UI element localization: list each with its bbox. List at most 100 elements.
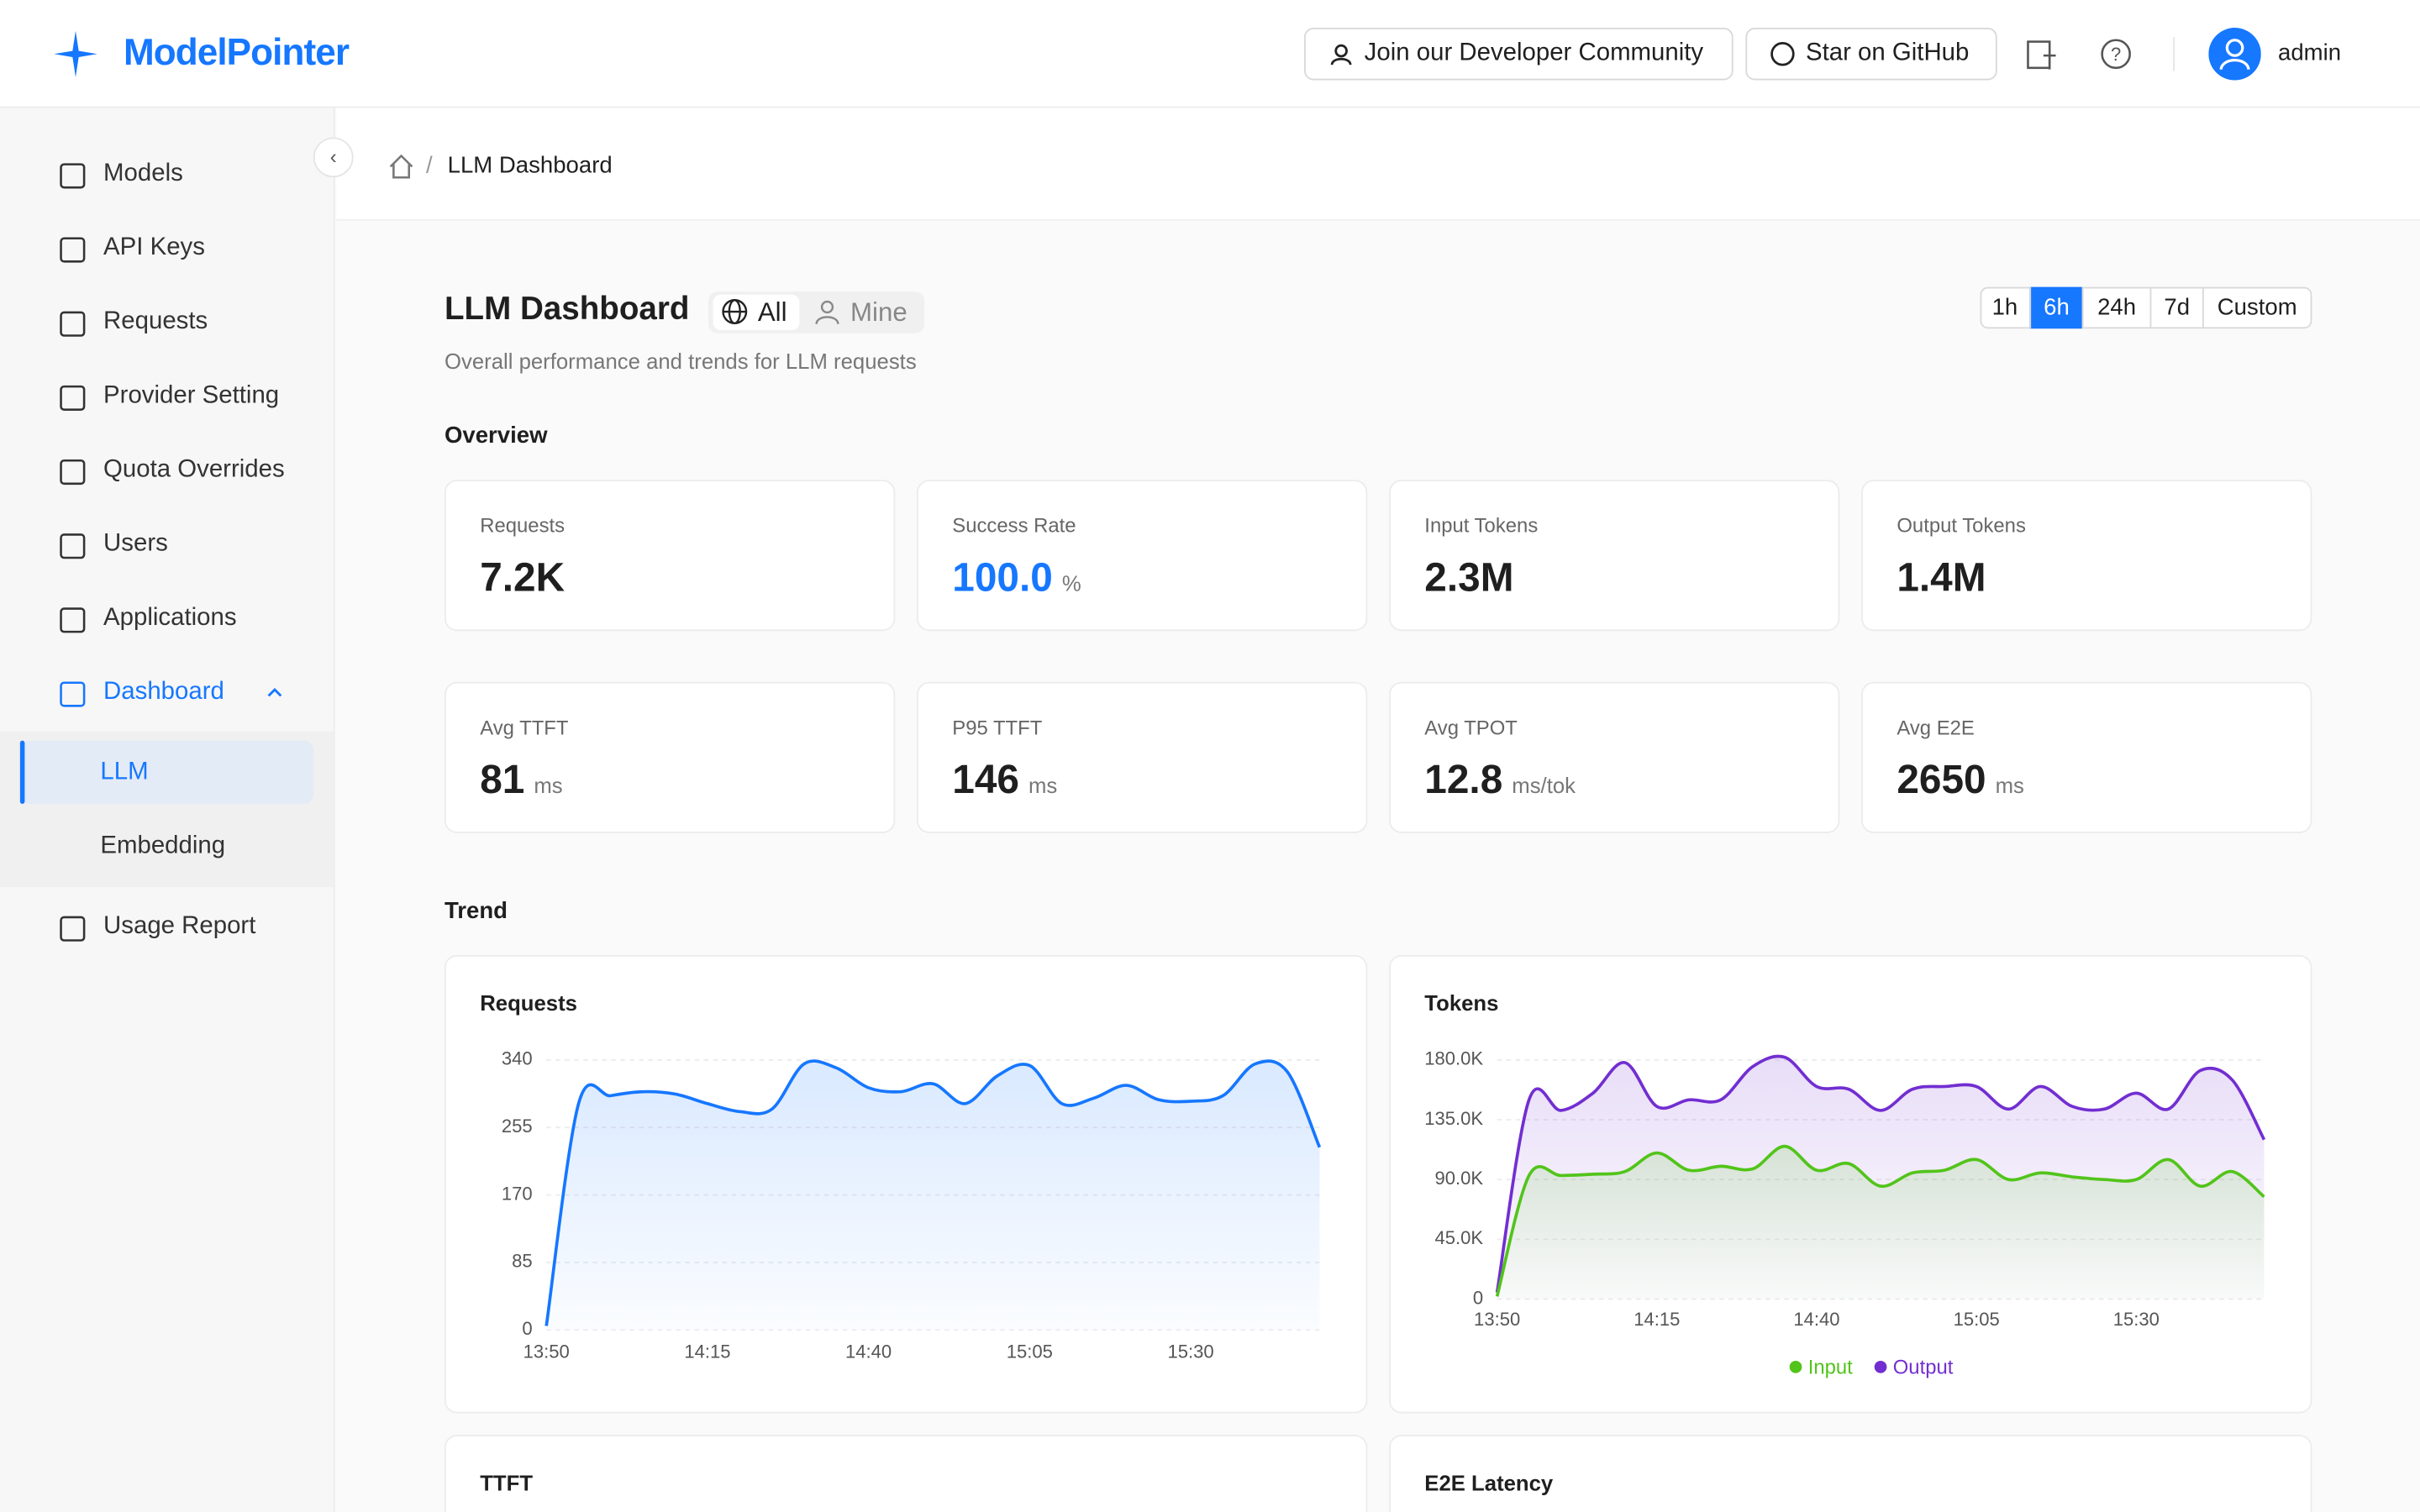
help-icon: ? [2101,39,2131,70]
area [1497,1146,2265,1299]
brand: ModelPointer [123,32,350,75]
stat-label: P95 TTFT [952,716,1043,739]
x-tick-label: 14:15 [684,1341,730,1362]
stat-label: Output Tokens [1897,513,2026,538]
stat-value: 12.8 ms/tok [1424,756,1576,804]
menu-item[interactable]: Users [103,530,168,558]
stat-label: Input Tokens [1424,513,1539,538]
menu-icon [60,163,86,189]
section-title: Overview [444,423,548,449]
x-tick-label: 14:15 [1634,1309,1680,1330]
unit: % [1061,570,1081,596]
header-button[interactable] [1304,28,1733,81]
user-name[interactable]: admin [2278,39,2342,66]
menu-item[interactable]: Provider Setting [103,382,280,409]
submenu-item[interactable]: LLM [100,759,149,785]
stat-label: Success Rate [952,513,1076,538]
x-tick-label: 15:30 [1167,1341,1213,1362]
collapse-button[interactable]: ‹ [313,137,354,178]
x-tick-label: 14:40 [845,1341,892,1362]
menu-icon [60,311,86,337]
chart: 0 45.0K 90.0K 135.0K 180.0K 13:50 14:15 14:40 15… [1424,1048,2266,1378]
svg-text:?: ? [2111,44,2121,65]
y-tick-label: 170 [502,1183,533,1204]
menu-marker [19,740,25,804]
button-icon [1330,44,1352,66]
page-title: LLM Dashboard [444,291,690,328]
logo-icon [54,30,97,77]
menu-item[interactable]: Requests [103,308,208,335]
line [544,1059,1322,1326]
divider [2173,37,2175,71]
menu-selected [19,740,313,804]
stat-label: Avg E2E [1897,716,1975,739]
y-tick-label: 45.0K [1435,1227,1484,1248]
x-tick-label: 13:50 [1474,1309,1520,1330]
breadcrumb-bar [336,108,2420,221]
page-subtitle: Overall performance and trends for LLM r… [444,349,917,374]
button-icon [1770,42,1795,66]
menu-icon [60,533,86,559]
stat-card: P95 TTFT 146 ms [917,681,1368,833]
menu-icon [60,459,86,486]
stat-label: Avg TPOT [1424,716,1518,739]
unit: ms [534,773,563,798]
stat-value: 81 ms [480,756,562,804]
value: 100.0 [952,554,1053,601]
menu-item[interactable]: Usage Report [103,913,256,940]
avatar [2208,28,2261,81]
value: 2.3M [1424,554,1514,601]
header-button[interactable] [1745,28,1997,81]
menu-item[interactable]: API Keys [103,234,205,261]
stat-value: 100.0% [952,554,1081,601]
menu-item[interactable]: Applications [103,605,237,632]
range-button[interactable]: Custom [2202,286,2311,329]
legend-marker [1874,1361,1887,1373]
scope-option[interactable]: Mine [850,297,908,328]
scope-icon [722,299,748,324]
chart-title: Tokens [1424,990,1499,1016]
menu-icon [60,237,86,263]
menu-item[interactable]: Models [103,160,183,187]
stat-label: Avg TTFT [480,716,569,739]
x-tick-label: 15:30 [2113,1309,2160,1330]
legend-label: Output [1893,1356,1954,1378]
breadcrumb-sep: / [425,152,433,180]
value: 12.8 [1424,756,1503,803]
menu-icon [60,916,86,942]
range-button[interactable]: 7d [2149,286,2202,329]
stat-value: 2.3M [1424,554,1513,601]
y-tick-label: 180.0K [1424,1048,1483,1069]
scope-icon [815,300,839,325]
scope-option[interactable]: All [757,297,787,328]
menu-item[interactable]: Quota Overrides [103,456,285,483]
stat-card: Success Rate 100.0% [917,480,1368,632]
stat-card: Input Tokens 2.3M [1389,480,1840,632]
menu-icon [60,681,86,707]
y-tick-label: 255 [502,1116,533,1137]
unit: ms [1028,773,1058,798]
range-button[interactable]: 24h [2081,286,2150,329]
unit: ms [1995,773,2024,798]
y-tick-label: 85 [512,1251,533,1272]
legend-marker [1789,1361,1802,1373]
range-button[interactable]: 6h [2029,286,2082,329]
line [1495,1144,2265,1297]
submenu-item[interactable]: Embedding [100,832,226,860]
value: 81 [480,756,525,803]
value: 1.4M [1897,554,1986,601]
stat-card: Requests 7.2K [444,480,896,632]
menu-item[interactable]: Dashboard [103,679,224,706]
home-icon[interactable] [387,153,415,181]
chevron [267,687,282,697]
stat-value: 7.2K [480,554,565,601]
x-tick-label: 15:05 [1007,1341,1053,1362]
chart-title: Requests [480,990,577,1016]
legend-label: Input [1808,1356,1853,1378]
x-tick-label: 15:05 [1954,1309,2000,1330]
chart-card [1389,1435,2312,1512]
y-tick-label: 340 [502,1048,533,1069]
area [546,1061,1320,1331]
range-button[interactable]: 1h [1991,294,2018,322]
